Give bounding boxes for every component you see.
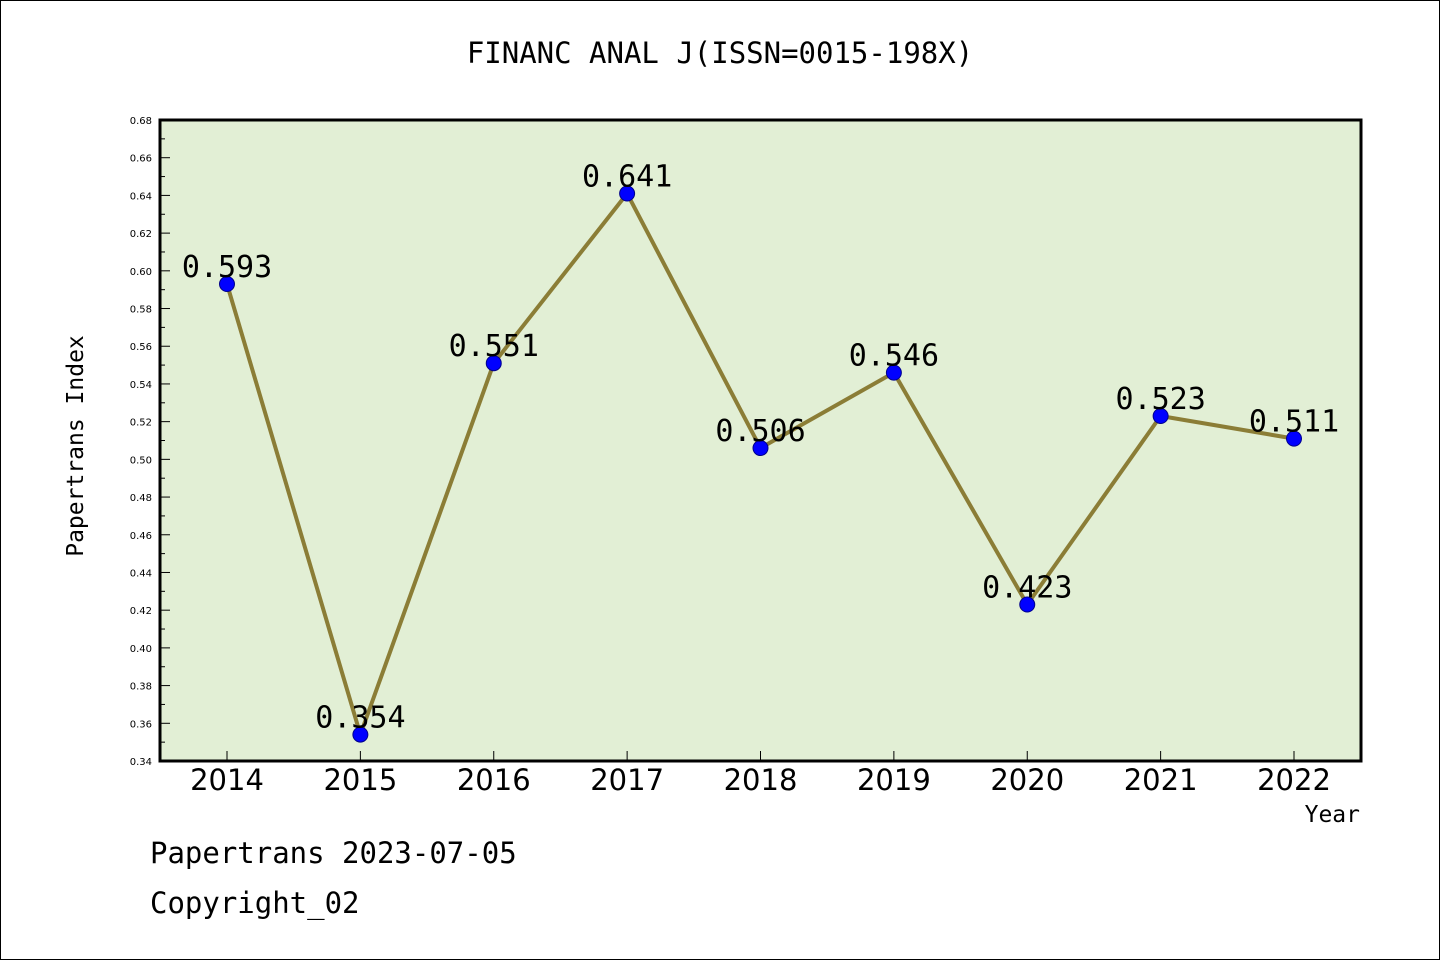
data-label: 0.551 [449, 329, 539, 364]
x-tick-label: 2015 [323, 763, 397, 797]
data-point [1019, 596, 1036, 613]
data-label: 0.641 [582, 160, 672, 195]
data-label: 0.354 [315, 701, 405, 736]
chart-title: FINANC ANAL J(ISSN=0015-198X) [466, 36, 974, 70]
data-point [752, 440, 769, 457]
x-axis-label: Year [1304, 802, 1360, 828]
x-tick-label: 2020 [990, 763, 1064, 797]
y-tick-label: 0.36 [130, 719, 152, 730]
x-tick-label: 2022 [1257, 763, 1331, 797]
y-tick-label: 0.56 [130, 342, 152, 353]
y-tick-label: 0.52 [130, 418, 152, 429]
x-tick-label: 2016 [457, 763, 531, 797]
y-tick-label: 0.46 [130, 531, 152, 542]
y-tick-label: 0.34 [130, 757, 152, 768]
y-tick-label: 0.60 [130, 267, 152, 278]
y-tick-label: 0.66 [130, 154, 152, 165]
x-tick-label: 2014 [190, 763, 264, 797]
data-point [1286, 430, 1302, 447]
data-label: 0.423 [982, 571, 1072, 606]
x-tick-label: 2021 [1124, 763, 1198, 797]
y-tick-label: 0.38 [130, 682, 152, 693]
data-point [885, 364, 902, 381]
data-point [219, 276, 235, 293]
data-label: 0.506 [715, 414, 805, 449]
y-tick-label: 0.58 [130, 305, 152, 316]
data-point [1152, 407, 1169, 424]
data-point [352, 726, 369, 743]
y-tick-label: 0.68 [130, 116, 152, 127]
footer-copyright: Copyright_02 [150, 886, 360, 920]
x-tick-label: 2019 [857, 763, 931, 797]
footer-date: Papertrans 2023-07-05 [150, 836, 517, 870]
y-tick-label: 0.48 [130, 493, 152, 504]
x-tick-label: 2017 [590, 763, 664, 797]
data-point [619, 185, 636, 202]
y-tick-label: 0.64 [130, 191, 152, 202]
y-tick-label: 0.40 [130, 644, 152, 655]
plot-border [158, 118, 1363, 763]
data-label: 0.593 [182, 250, 272, 285]
data-label: 0.523 [1115, 382, 1205, 417]
data-point [485, 355, 502, 372]
y-tick-label: 0.54 [130, 380, 152, 391]
data-label: 0.511 [1249, 405, 1339, 440]
y-tick-label: 0.44 [130, 568, 152, 579]
x-tick-label: 2018 [724, 763, 798, 797]
y-tick-label: 0.50 [130, 455, 152, 466]
data-label: 0.546 [849, 339, 939, 374]
y-tick-label: 0.42 [130, 606, 152, 617]
y-tick-label: 0.62 [130, 229, 152, 240]
